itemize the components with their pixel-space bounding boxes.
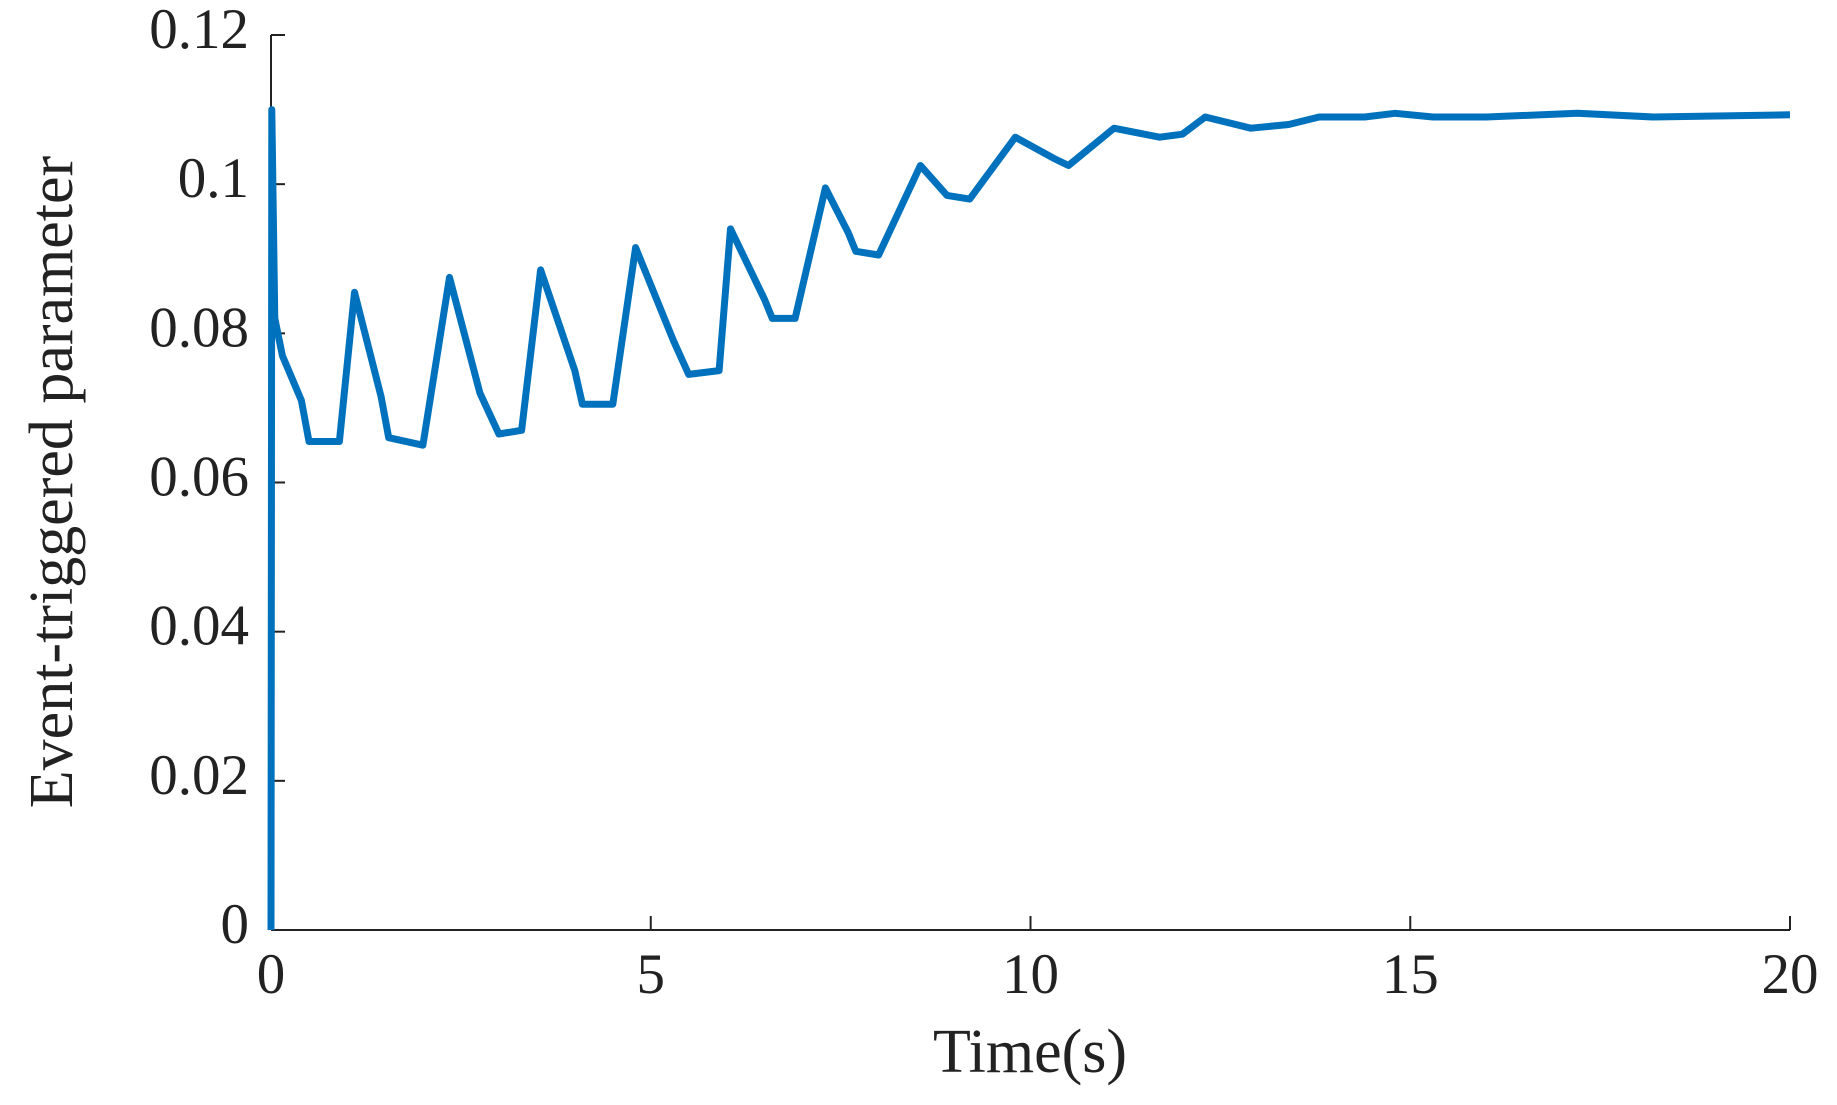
x-tick-label: 10 [1002, 943, 1059, 1006]
y-tick-label: 0.02 [149, 744, 249, 807]
x-tick-label: 20 [1762, 943, 1819, 1006]
y-tick-label: 0.04 [149, 595, 249, 658]
y-tick-label: 0.12 [149, 0, 249, 61]
y-axis-label: Event-triggered parameter [18, 155, 86, 808]
x-axis-label: Time(s) [933, 1018, 1127, 1086]
data-line [267, 106, 1791, 931]
y-tick-label: 0.1 [178, 147, 249, 210]
y-tick-label: 0 [221, 893, 250, 956]
y-tick-label: 0.06 [149, 446, 249, 509]
x-tick-label: 15 [1382, 943, 1439, 1006]
x-tick-label: 0 [257, 943, 286, 1006]
y-tick-label: 0.08 [149, 296, 249, 359]
x-tick-label: 5 [637, 943, 666, 1006]
